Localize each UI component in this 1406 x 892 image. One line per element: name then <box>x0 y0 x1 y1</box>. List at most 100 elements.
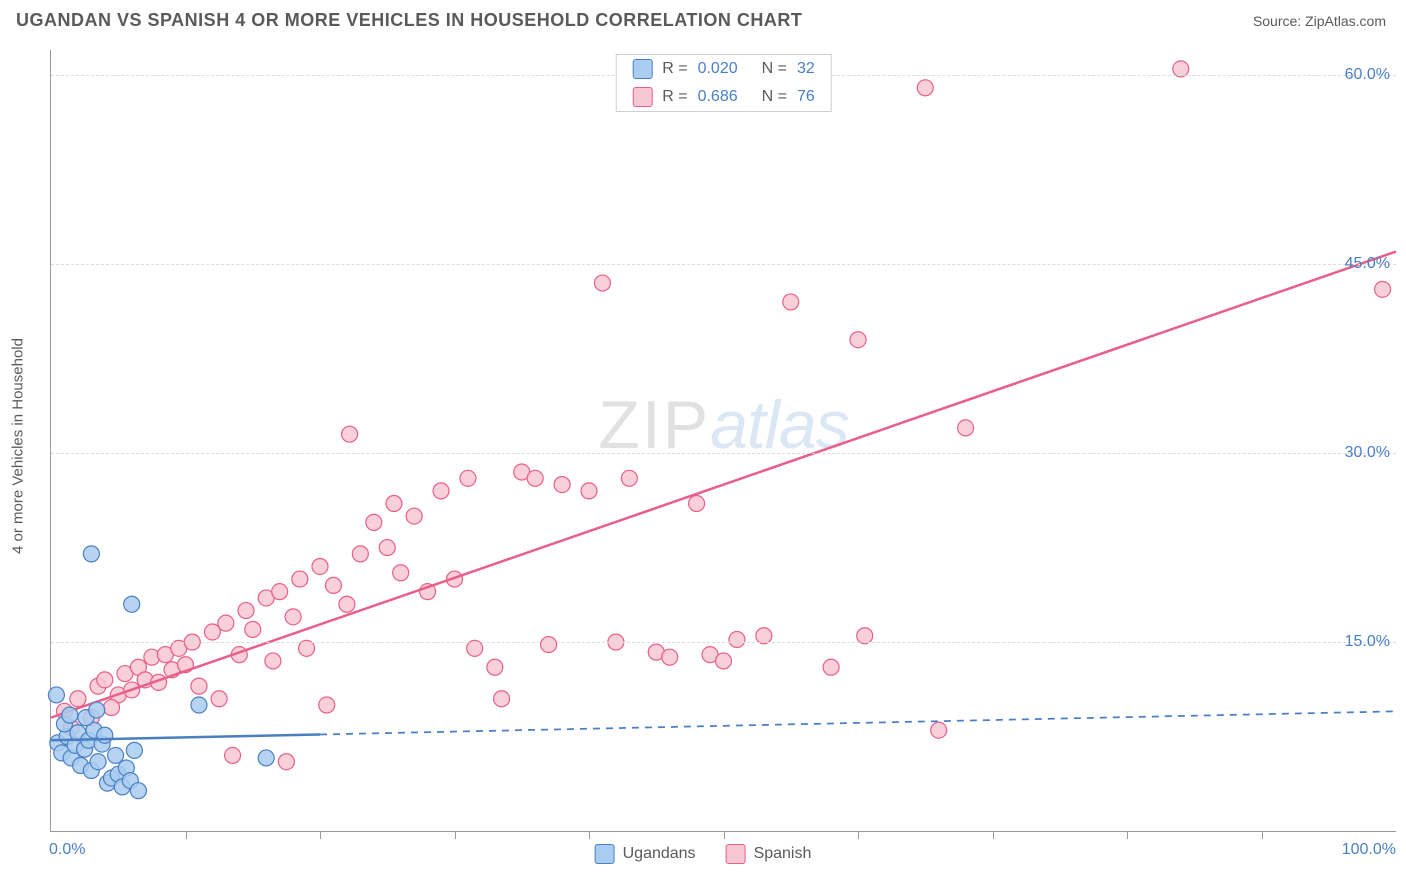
legend-n-value: 76 <box>797 88 815 106</box>
data-point <box>342 426 358 442</box>
data-point <box>265 653 281 669</box>
data-point <box>258 750 274 766</box>
x-tick <box>455 831 456 839</box>
data-point <box>783 294 799 310</box>
data-point <box>62 707 78 723</box>
data-point <box>48 687 64 703</box>
series-legend-item: Ugandans <box>595 844 696 864</box>
scatter-svg <box>51 50 1396 831</box>
x-tick <box>1262 831 1263 839</box>
data-point <box>278 754 294 770</box>
x-tick <box>186 831 187 839</box>
data-point <box>245 621 261 637</box>
x-tick <box>993 831 994 839</box>
x-tick <box>589 831 590 839</box>
data-point <box>83 546 99 562</box>
data-point <box>460 470 476 486</box>
data-point <box>393 565 409 581</box>
legend-swatch <box>632 59 652 79</box>
legend-swatch <box>632 87 652 107</box>
source-label: Source: ZipAtlas.com <box>1253 13 1386 29</box>
data-point <box>70 691 86 707</box>
data-point <box>191 697 207 713</box>
y-tick-label: 60.0% <box>1345 66 1390 84</box>
grid-line <box>51 264 1396 265</box>
data-point <box>917 80 933 96</box>
legend-swatch <box>726 844 746 864</box>
legend-r-value: 0.020 <box>698 60 738 78</box>
data-point <box>433 483 449 499</box>
series-label: Ugandans <box>623 845 696 863</box>
trend-line-dashed <box>320 711 1396 734</box>
x-max-label: 100.0% <box>1342 841 1396 859</box>
data-point <box>124 596 140 612</box>
data-point <box>339 596 355 612</box>
legend-n-label: N = <box>762 88 787 106</box>
series-label: Spanish <box>754 845 812 863</box>
data-point <box>958 420 974 436</box>
chart-plot-area: ZIPatlas R =0.020N =32R =0.686N =76 0.0%… <box>50 50 1396 832</box>
data-point <box>823 659 839 675</box>
data-point <box>319 697 335 713</box>
legend-r-label: R = <box>662 88 687 106</box>
data-point <box>386 495 402 511</box>
data-point <box>366 514 382 530</box>
data-point <box>1375 281 1391 297</box>
y-axis-label: 4 or more Vehicles in Household <box>10 338 27 554</box>
data-point <box>90 754 106 770</box>
data-point <box>325 577 341 593</box>
data-point <box>292 571 308 587</box>
data-point <box>272 584 288 600</box>
chart-title: UGANDAN VS SPANISH 4 OR MORE VEHICLES IN… <box>16 10 802 31</box>
data-point <box>89 702 105 718</box>
data-point <box>850 332 866 348</box>
data-point <box>716 653 732 669</box>
data-point <box>581 483 597 499</box>
data-point <box>238 603 254 619</box>
x-tick <box>724 831 725 839</box>
legend-r-value: 0.686 <box>698 88 738 106</box>
data-point <box>541 637 557 653</box>
y-tick-label: 15.0% <box>1345 633 1390 651</box>
data-point <box>729 632 745 648</box>
x-tick <box>320 831 321 839</box>
data-point <box>594 275 610 291</box>
data-point <box>621 470 637 486</box>
x-tick <box>858 831 859 839</box>
data-point <box>554 477 570 493</box>
trend-line-solid <box>51 252 1396 718</box>
data-point <box>211 691 227 707</box>
data-point <box>285 609 301 625</box>
series-legend-item: Spanish <box>726 844 812 864</box>
data-point <box>126 742 142 758</box>
y-tick-label: 45.0% <box>1345 255 1390 273</box>
data-point <box>662 649 678 665</box>
data-point <box>191 678 207 694</box>
legend-r-label: R = <box>662 60 687 78</box>
data-point <box>97 672 113 688</box>
data-point <box>931 722 947 738</box>
data-point <box>312 558 328 574</box>
x-tick <box>1127 831 1128 839</box>
data-point <box>104 700 120 716</box>
grid-line <box>51 453 1396 454</box>
data-point <box>97 727 113 743</box>
series-legend: Ugandans Spanish <box>595 844 812 864</box>
data-point <box>487 659 503 675</box>
data-point <box>527 470 543 486</box>
data-point <box>352 546 368 562</box>
legend-row: R = 0.686 N = 76 <box>616 83 831 111</box>
data-point <box>218 615 234 631</box>
data-point <box>379 540 395 556</box>
correlation-legend: R =0.020N =32R =0.686N =76 <box>615 54 832 112</box>
y-tick-label: 30.0% <box>1345 444 1390 462</box>
data-point <box>225 747 241 763</box>
data-point <box>494 691 510 707</box>
data-point <box>406 508 422 524</box>
legend-row: R =0.020N =32 <box>616 55 831 83</box>
x-min-label: 0.0% <box>49 841 85 859</box>
legend-swatch <box>595 844 615 864</box>
data-point <box>130 783 146 799</box>
legend-n-label: N = <box>762 60 787 78</box>
data-point <box>689 495 705 511</box>
